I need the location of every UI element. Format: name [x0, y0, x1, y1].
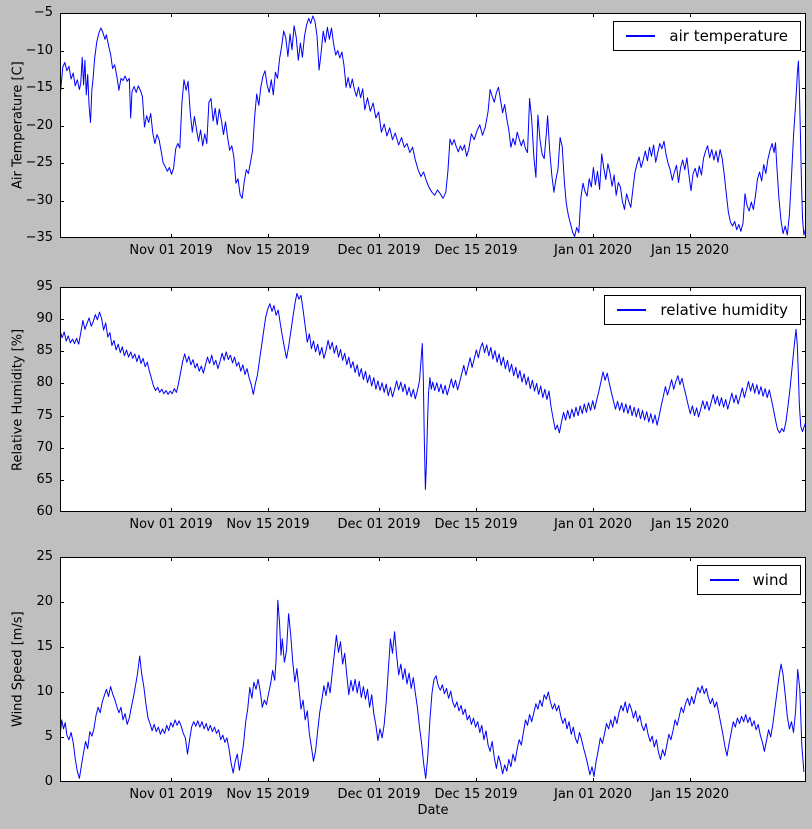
- legend-line-sample-icon: [617, 309, 647, 311]
- data-line-relative-humidity: [60, 292, 806, 490]
- x-axis-title: Date: [417, 803, 449, 818]
- legend-air-temperature: air temperature: [613, 21, 801, 51]
- x-tick-label: Dec 01 2019: [337, 243, 421, 258]
- y-tick-label: 65: [36, 472, 53, 487]
- x-tick-label: Dec 01 2019: [337, 517, 421, 532]
- x-tick-label: Dec 15 2019: [434, 243, 518, 258]
- x-tick-label: Jan 01 2020: [554, 787, 632, 802]
- x-tick-label: Nov 15 2019: [226, 787, 310, 802]
- x-tick-label: Jan 01 2020: [554, 517, 632, 532]
- legend-wind: wind: [696, 565, 801, 595]
- y-tick-label: 25: [36, 549, 53, 564]
- legend-line-sample-icon: [626, 35, 656, 37]
- x-tick-label: Jan 15 2020: [651, 243, 729, 258]
- y-tick-label: −30: [25, 193, 53, 208]
- subplot-relative-humidity: Relative Humidity [%] relative humidity …: [11, 279, 806, 532]
- axes-wind-speed: [60, 557, 806, 782]
- y-tick-label: −20: [25, 118, 53, 133]
- x-tick-label: Dec 15 2019: [434, 787, 518, 802]
- subplot-wind-speed: Wind Speed [m/s] wind Nov 01 2019 Nov 15 …: [11, 549, 806, 802]
- y-tick-label: 5: [44, 729, 53, 744]
- y-tick-label: −35: [25, 230, 53, 245]
- y-tick-label: 90: [36, 311, 53, 326]
- legend-label: wind: [752, 571, 788, 589]
- data-line-air-temperature: [60, 15, 806, 237]
- y-tick-label: 20: [36, 594, 53, 609]
- x-tick-label: Dec 15 2019: [434, 517, 518, 532]
- y-tick-label: 10: [36, 684, 53, 699]
- axes-frame: [60, 13, 806, 238]
- y-tick-label: −5: [33, 5, 53, 20]
- legend-label: air temperature: [669, 27, 788, 45]
- x-tick-label: Nov 15 2019: [226, 243, 310, 258]
- y-tick-label: −10: [25, 43, 53, 58]
- y-axis-label-wind-speed: Wind Speed [m/s]: [10, 611, 26, 728]
- plot-canvas: [60, 287, 806, 512]
- plot-canvas: [60, 557, 806, 782]
- x-tick-label: Nov 01 2019: [129, 787, 213, 802]
- x-tick-label: Jan 15 2020: [651, 787, 729, 802]
- legend-label: relative humidity: [660, 301, 788, 319]
- plot-canvas: [60, 13, 806, 238]
- axes-frame: [60, 557, 806, 782]
- x-tick-label: Jan 01 2020: [554, 243, 632, 258]
- y-tick-label: 70: [36, 440, 53, 455]
- legend-relative-humidity: relative humidity: [604, 295, 801, 325]
- x-tick-label: Jan 15 2020: [651, 517, 729, 532]
- data-line-wind: [60, 599, 805, 779]
- y-tick-label: 95: [36, 279, 53, 294]
- y-tick-label: 75: [36, 408, 53, 423]
- y-tick-label: 80: [36, 375, 53, 390]
- x-tick-label: Nov 01 2019: [129, 517, 213, 532]
- y-tick-label: −25: [25, 155, 53, 170]
- x-tick-label: Dec 01 2019: [337, 787, 421, 802]
- axes-frame: [60, 287, 806, 512]
- y-tick-label: −15: [25, 80, 53, 95]
- y-tick-label: 0: [44, 774, 53, 789]
- x-tick-label: Nov 15 2019: [226, 517, 310, 532]
- y-tick-label: 15: [36, 639, 53, 654]
- legend-line-sample-icon: [709, 579, 739, 581]
- y-tick-label: 85: [36, 343, 53, 358]
- y-tick-label: 60: [36, 504, 53, 519]
- subplot-air-temperature: Air Temperature [C] air temperature Nov …: [11, 5, 806, 258]
- x-tick-label: Nov 01 2019: [129, 243, 213, 258]
